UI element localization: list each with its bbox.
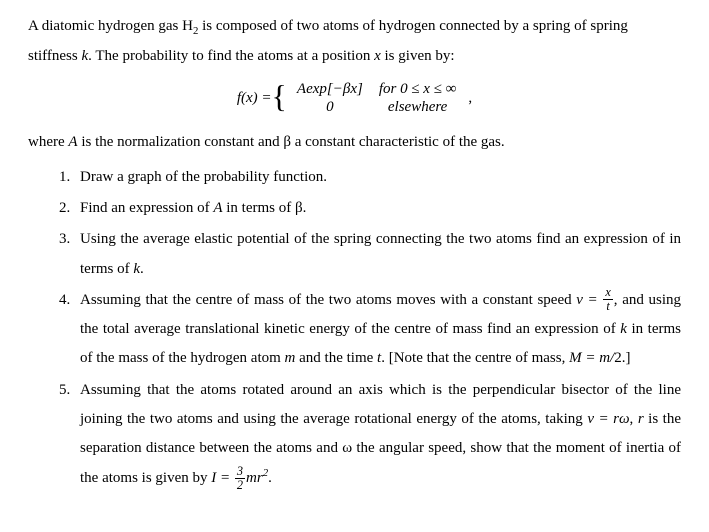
eq: v = rω: [587, 411, 629, 427]
text: Assuming that the centre of mass of the …: [80, 292, 576, 308]
brace-icon: {: [272, 77, 287, 115]
text: . The probability to find the atoms at a…: [88, 48, 374, 64]
formula-display: f(x) = { Aexp[−βx] for 0 ≤ x ≤ ∞ 0 elsew…: [28, 79, 681, 117]
list-item: Using the average elastic potential of t…: [74, 225, 681, 284]
numerator: x: [603, 286, 612, 300]
formula-lhs: f(x) =: [237, 89, 272, 107]
text: A diatomic hydrogen gas H: [28, 18, 193, 34]
intro-paragraph-2: where A is the normalization constant an…: [28, 128, 681, 157]
text: and the time: [295, 350, 377, 366]
list-item: Assuming that the centre of mass of the …: [74, 286, 681, 374]
list-item: Draw a graph of the probability function…: [74, 163, 681, 192]
text: . [Note that the centre of mass,: [381, 350, 569, 366]
text: Using the average elastic potential of t…: [80, 231, 681, 276]
text: is the normalization constant and β a co…: [78, 134, 505, 150]
text: Find an expression of: [80, 200, 213, 216]
list-item: Assuming that the atoms rotated around a…: [74, 376, 681, 494]
piece-cond: for 0 ≤ x ≤ ∞: [371, 80, 465, 99]
text: is given by:: [381, 48, 455, 64]
piece-expr: 0: [289, 98, 371, 117]
var-m: m: [285, 350, 296, 366]
piecewise-table: Aexp[−βx] for 0 ≤ x ≤ ∞ 0 elsewhere: [289, 80, 464, 118]
var-v: v =: [576, 292, 602, 308]
text: .: [268, 470, 272, 486]
text: ,: [630, 411, 638, 427]
var-k: k: [620, 321, 627, 337]
var-mr: mr: [246, 470, 263, 486]
denominator: t: [603, 300, 612, 313]
formula-tail: ,: [468, 89, 472, 107]
var-k: k: [133, 261, 140, 277]
var-A: A: [68, 134, 77, 150]
piece-expr: Aexp[−βx]: [289, 80, 371, 99]
var-I: I =: [211, 470, 234, 486]
text: Draw a graph of the probability function…: [80, 169, 327, 185]
text: 2.]: [614, 350, 630, 366]
denominator: 2: [235, 479, 245, 492]
var-A: A: [213, 200, 222, 216]
numerator: 3: [235, 465, 245, 479]
ordered-list: Draw a graph of the probability function…: [74, 163, 681, 494]
fraction: xt: [603, 286, 612, 313]
intro-paragraph-1: A diatomic hydrogen gas H2 is composed o…: [28, 12, 681, 71]
list-item: Find an expression of A in terms of β.: [74, 194, 681, 223]
fraction: 32: [235, 465, 245, 492]
var-M: M = m/: [569, 350, 614, 366]
text: in terms of β.: [223, 200, 307, 216]
var-x: x: [374, 48, 381, 64]
piece-cond: elsewhere: [371, 98, 465, 117]
text: .: [140, 261, 144, 277]
text: where: [28, 134, 68, 150]
